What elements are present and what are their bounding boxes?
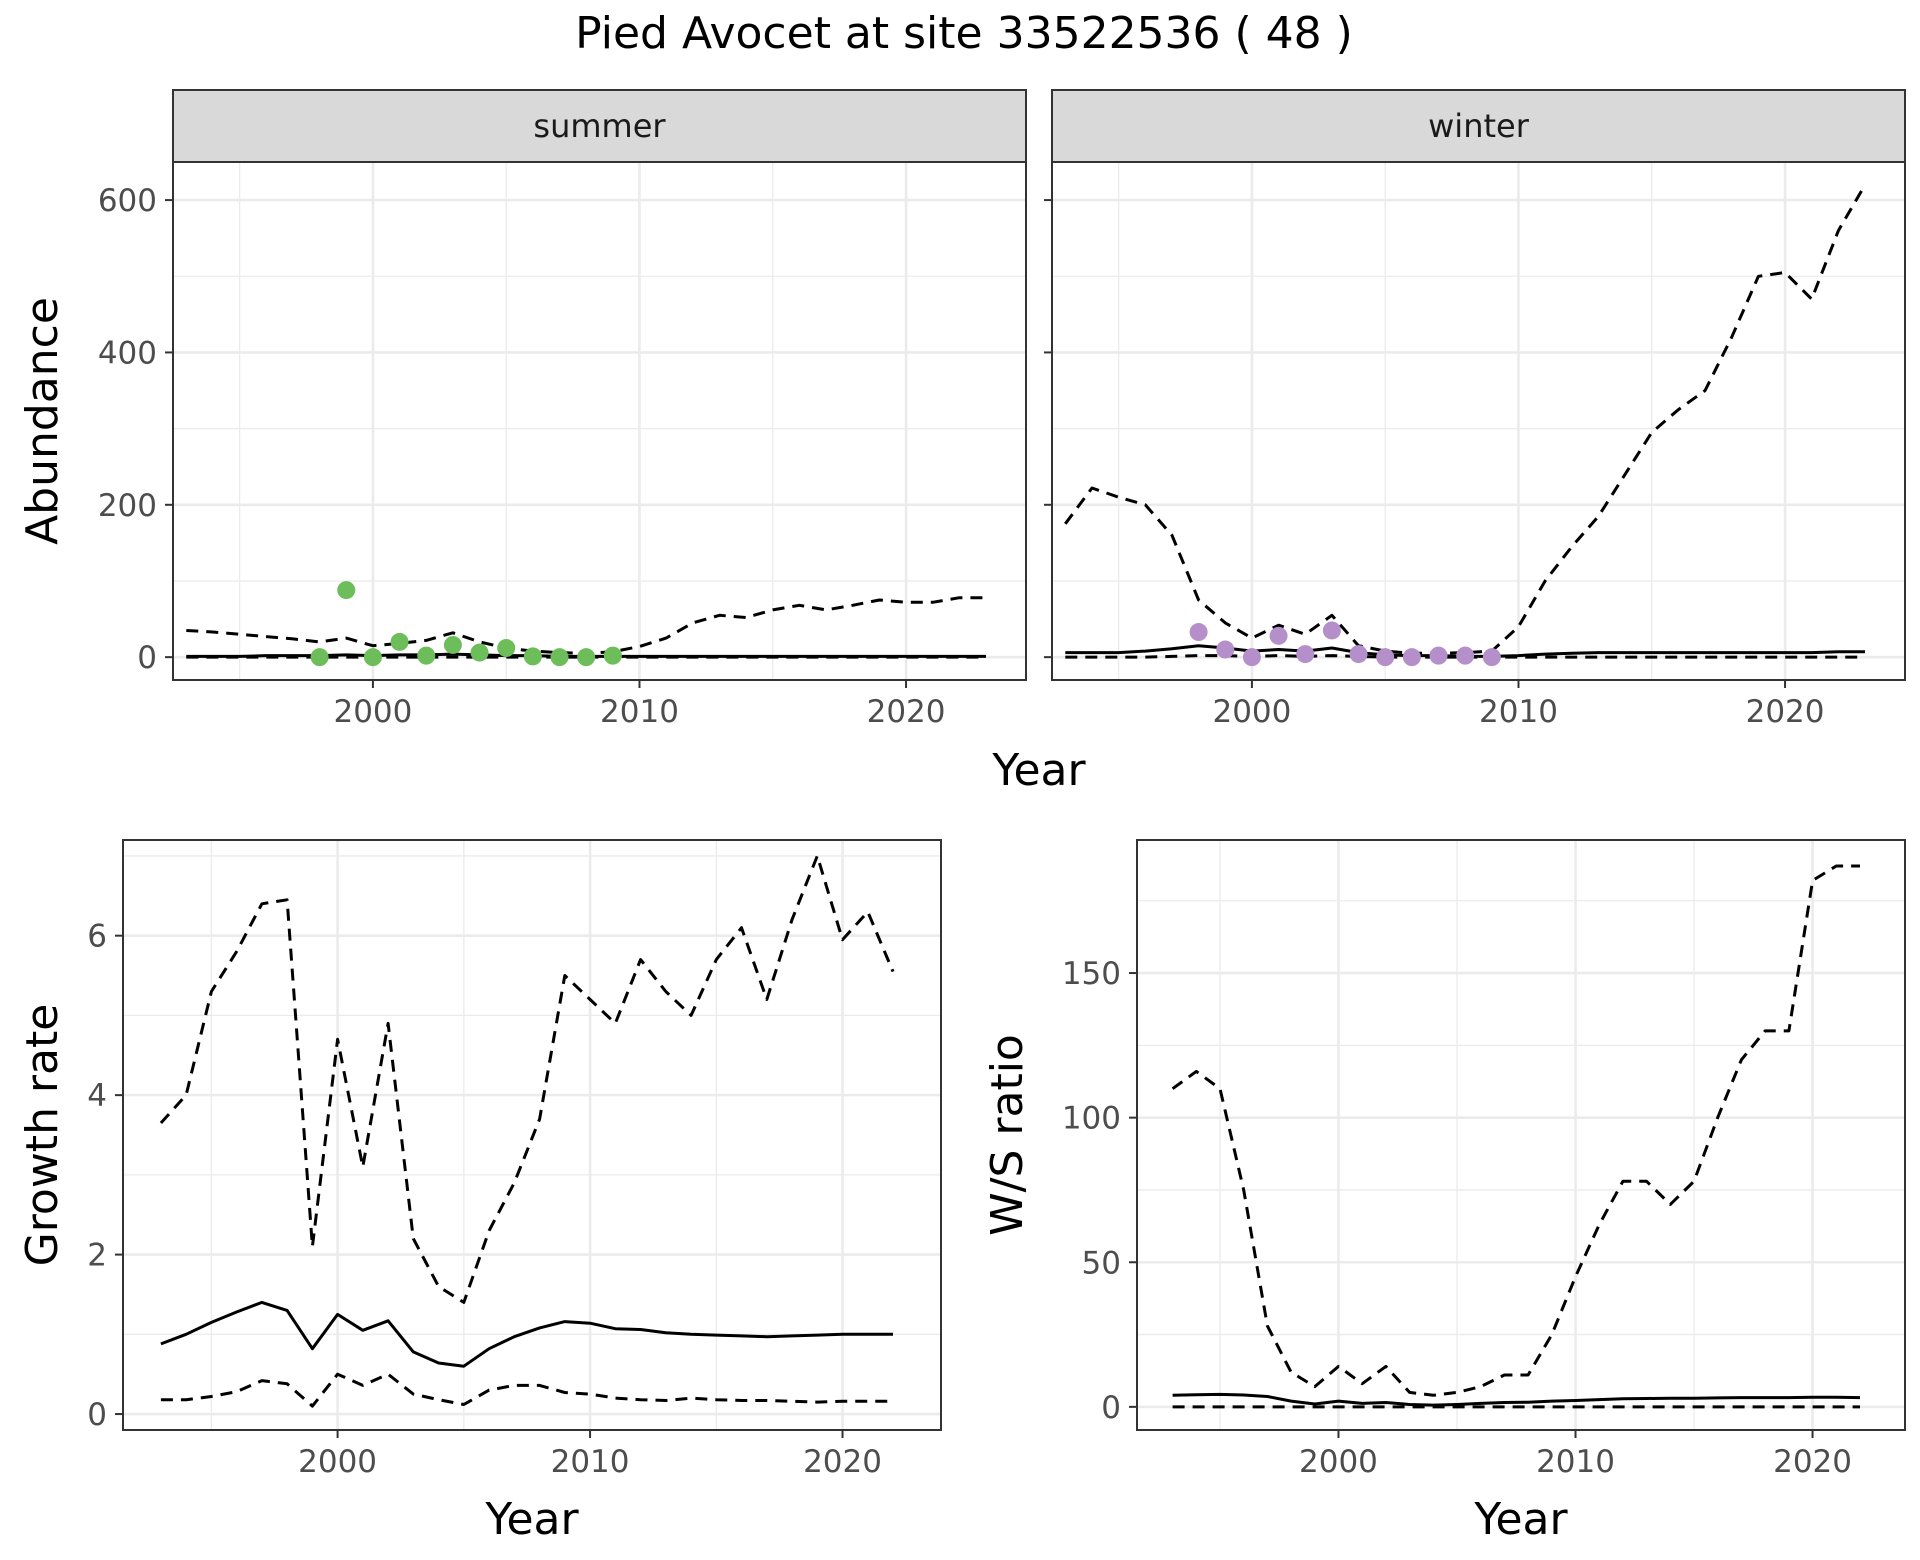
y-axis-title: Abundance (17, 297, 68, 545)
series-line-upper (1064, 184, 1867, 655)
y-tick-label: 150 (1062, 956, 1121, 992)
series-line-upper (159, 854, 895, 1304)
data-point (1376, 648, 1395, 667)
panel-border (122, 839, 942, 1431)
data-point (363, 648, 382, 667)
x-axis-title: Year (484, 1494, 579, 1545)
y-tick-label: 0 (87, 1397, 107, 1433)
data-point (1269, 626, 1288, 645)
series-line-estimate (160, 1300, 893, 1368)
x-tick-label: 2000 (1212, 694, 1291, 730)
data-point (523, 647, 542, 666)
x-tick-label: 2000 (1299, 1444, 1378, 1480)
data-point (603, 646, 622, 665)
panel-ws-ratio: 2000 2010 2020 0 50 100 150 W/S ratio Year (982, 839, 1906, 1545)
x-tick-label: 2020 (803, 1444, 882, 1480)
data-point (390, 632, 409, 651)
facet-strip (172, 89, 1027, 163)
x-tick-label: 2020 (867, 694, 946, 730)
data-point (550, 648, 569, 667)
series-line-lower (160, 1372, 893, 1408)
data-point (497, 639, 516, 658)
y-tick-label: 0 (1101, 1390, 1121, 1426)
y-tick-label: 200 (98, 488, 157, 524)
data-point (1456, 646, 1475, 665)
y-tick-label: 6 (87, 919, 107, 955)
y-axis-title: W/S ratio (982, 1034, 1033, 1236)
plot-area (1137, 840, 1905, 1430)
data-point (1322, 621, 1341, 640)
y-tick-label: 4 (87, 1078, 107, 1114)
x-tick-label: 2010 (600, 694, 679, 730)
x-tick-label: 2010 (551, 1444, 630, 1480)
x-tick-label: 2020 (1773, 1444, 1852, 1480)
data-point (1482, 648, 1501, 667)
data-point (1242, 648, 1261, 667)
data-point (310, 648, 329, 667)
plot-area (173, 162, 1026, 680)
x-tick-label: 2010 (1479, 694, 1558, 730)
y-tick-label: 600 (98, 183, 157, 219)
data-point (443, 635, 462, 654)
data-point (1429, 646, 1448, 665)
data-point (417, 646, 436, 665)
plot-area (1052, 162, 1905, 680)
data-point (1189, 623, 1208, 642)
panel-abundance-winter: winter 2000 2010 2020 (1044, 89, 1906, 730)
series-line-upper (1171, 864, 1860, 1397)
data-point (1402, 648, 1421, 667)
panel-growth-rate: 2000 2010 2020 0 2 4 6 Growth rate Year (17, 839, 942, 1545)
y-tick-label: 0 (137, 640, 157, 676)
y-axis-title: Growth rate (17, 1004, 68, 1267)
x-axis-title: Year (1473, 1494, 1568, 1545)
panel-border (1136, 839, 1906, 1431)
facet-strip-label: summer (533, 107, 666, 145)
data-point (577, 648, 596, 667)
facet-strip-label: winter (1428, 107, 1530, 145)
x-tick-label: 2020 (1746, 694, 1825, 730)
data-point (337, 581, 356, 600)
y-tick-label: 400 (98, 335, 157, 371)
data-point (470, 643, 489, 662)
y-tick-label: 2 (87, 1238, 107, 1274)
data-point (1349, 645, 1368, 664)
x-axis-title-top: Year (991, 745, 1086, 796)
facet-strip (1051, 89, 1906, 163)
main-title: Pied Avocet at site 33522536 ( 48 ) (575, 8, 1353, 59)
data-point (1296, 645, 1315, 664)
x-tick-label: 2000 (298, 1444, 377, 1480)
data-point (1216, 640, 1235, 659)
x-tick-label: 2010 (1536, 1444, 1615, 1480)
series-line-estimate (1172, 1392, 1861, 1407)
y-tick-label: 100 (1062, 1101, 1121, 1137)
series-line-lower (1065, 654, 1865, 659)
y-tick-label: 50 (1082, 1245, 1121, 1281)
panel-abundance-summer: summer 2000 2010 2020 0 200 400 600 Abundance (17, 89, 1027, 730)
x-tick-label: 2000 (333, 694, 412, 730)
